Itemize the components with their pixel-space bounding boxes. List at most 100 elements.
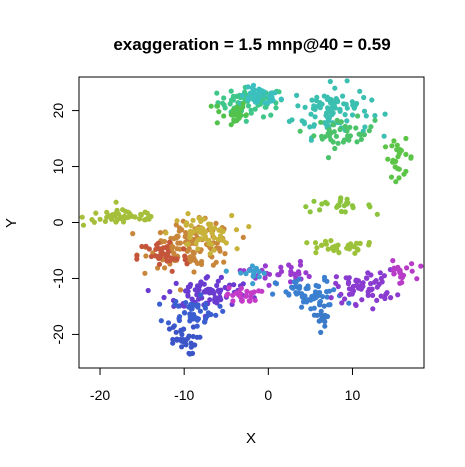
data-point [370, 292, 376, 298]
data-point [311, 123, 317, 129]
data-point [290, 285, 296, 291]
data-point [195, 304, 201, 310]
data-point [199, 226, 206, 232]
data-point [187, 254, 193, 260]
data-point [382, 111, 388, 117]
data-point [327, 78, 333, 85]
data-point [214, 282, 220, 289]
data-point [182, 234, 188, 240]
data-point [197, 308, 203, 314]
data-point [314, 245, 320, 251]
data-point [326, 302, 332, 308]
data-point [299, 304, 305, 310]
data-point [345, 242, 351, 248]
data-point [173, 222, 179, 228]
data-point [226, 285, 232, 291]
x-tick-label: -10 [174, 387, 194, 403]
data-point [240, 234, 246, 240]
y-axis: -20 -10 0 10 20 [50, 103, 80, 345]
data-point [370, 306, 376, 312]
data-point [170, 244, 176, 250]
data-point [197, 283, 203, 289]
data-point [190, 324, 196, 330]
data-point [220, 100, 226, 106]
data-point [345, 281, 351, 287]
data-point [159, 248, 165, 254]
data-point [182, 253, 188, 259]
data-point [364, 275, 370, 281]
data-point [145, 287, 151, 294]
data-point [338, 208, 345, 215]
data-point [294, 291, 300, 297]
data-point [299, 294, 305, 300]
data-point [344, 128, 350, 134]
data-point [249, 263, 255, 269]
data-point [245, 97, 251, 103]
data-point [414, 276, 420, 282]
data-point [388, 295, 394, 301]
data-point [340, 93, 346, 99]
data-point [354, 139, 360, 145]
points-layer [79, 78, 424, 357]
data-point [139, 243, 145, 250]
data-point [206, 241, 212, 247]
data-point [120, 216, 126, 222]
data-point [374, 297, 380, 303]
data-point [318, 308, 324, 314]
data-point [303, 204, 309, 210]
data-point [197, 334, 203, 340]
y-tick-label: 10 [50, 159, 66, 175]
data-point [102, 218, 108, 224]
data-point [153, 246, 159, 252]
data-point [311, 198, 317, 204]
data-point [372, 117, 378, 123]
data-point [316, 318, 322, 324]
data-point [220, 237, 226, 244]
data-point [409, 268, 415, 274]
data-point [190, 249, 196, 255]
data-point [374, 284, 380, 290]
data-point [390, 159, 396, 165]
data-point [259, 288, 265, 294]
data-point [289, 117, 295, 123]
data-point [260, 114, 267, 120]
data-point [275, 272, 281, 278]
data-point [395, 292, 401, 298]
x-tick-label: -20 [90, 387, 110, 403]
data-point [227, 101, 233, 107]
data-point [173, 280, 179, 286]
data-point [177, 287, 184, 293]
data-point [352, 250, 358, 256]
data-point [193, 240, 199, 246]
data-point [245, 103, 252, 109]
data-point [183, 300, 189, 306]
data-point [342, 112, 348, 118]
data-point [341, 101, 347, 107]
data-point [393, 179, 399, 185]
data-point [346, 137, 352, 143]
data-point [248, 294, 254, 300]
data-point [262, 275, 268, 281]
data-point [331, 287, 337, 293]
data-point [239, 92, 245, 98]
data-point [266, 282, 272, 288]
data-point [80, 222, 87, 228]
data-point [181, 310, 188, 316]
data-point [377, 270, 383, 276]
data-point [170, 336, 176, 343]
data-point [322, 199, 329, 205]
data-point [372, 113, 378, 119]
data-point [334, 117, 340, 123]
data-point [296, 271, 302, 277]
data-point [195, 246, 201, 252]
data-point [338, 196, 344, 202]
data-point [366, 128, 372, 134]
data-point [302, 104, 308, 110]
data-point [403, 151, 409, 157]
data-point [333, 280, 339, 286]
data-point [340, 139, 346, 145]
data-point [381, 133, 387, 139]
data-point [207, 290, 213, 296]
data-point [319, 133, 325, 139]
data-point [371, 279, 377, 285]
